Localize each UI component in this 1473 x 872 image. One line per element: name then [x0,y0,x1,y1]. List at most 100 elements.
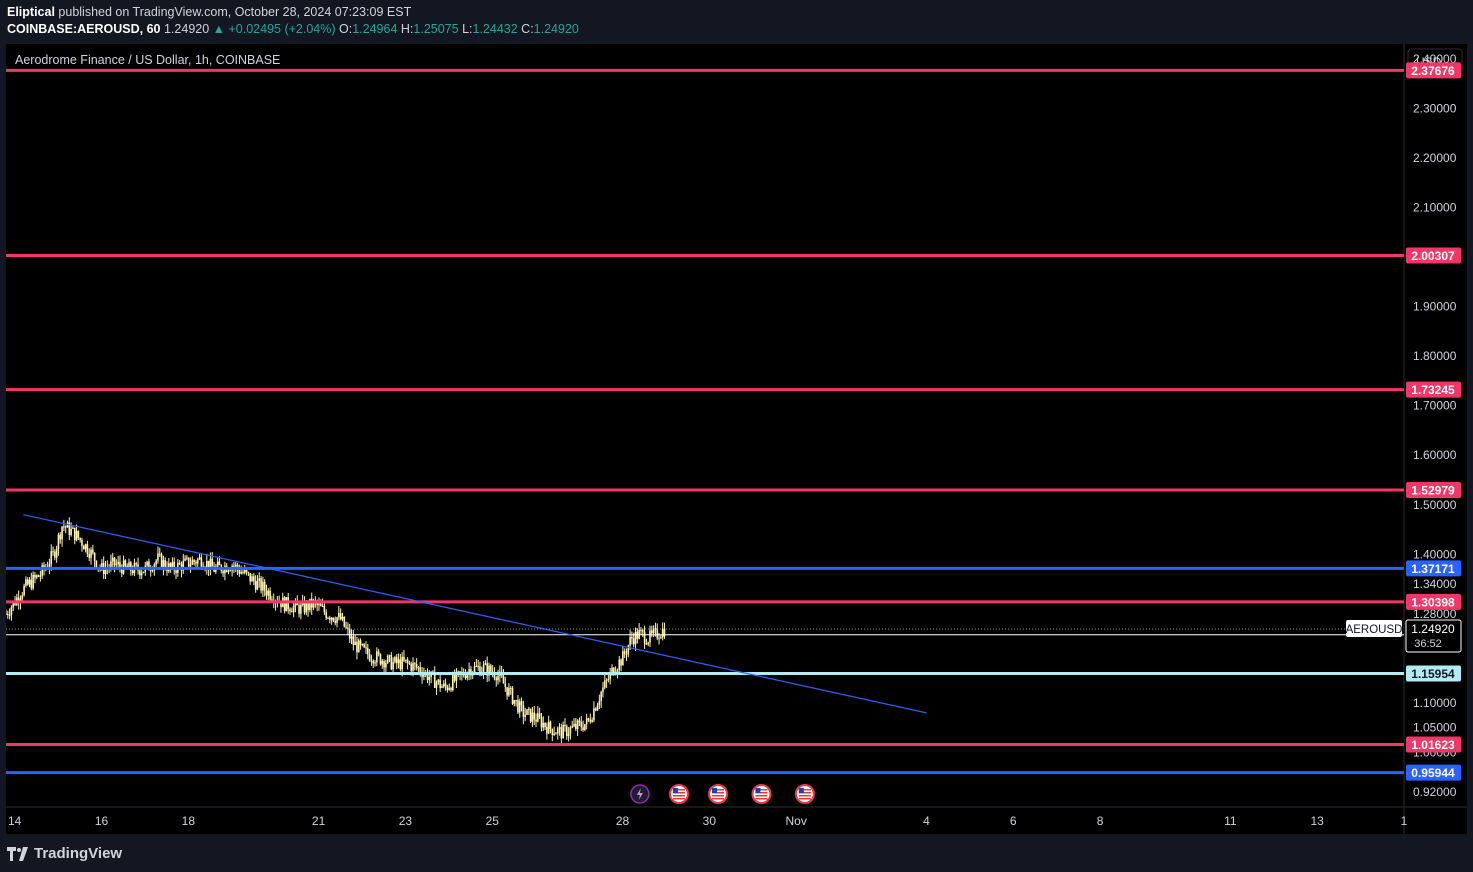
candle-body [233,565,235,567]
flag-stripe [712,795,725,797]
candle-body [41,565,43,576]
candle-body [661,628,664,638]
level-price-label: 1.01623 [1411,738,1455,752]
candle-body [562,724,564,739]
candle-body [412,663,414,671]
candle-body [660,637,662,639]
symbol-tag: AEROUSD [1346,624,1403,636]
candle-body [316,601,318,606]
candle-body [444,683,447,687]
candle-body [513,700,516,704]
candle-body [245,569,248,573]
candle-body [151,570,154,572]
candle-body [171,561,174,568]
tradingview-logo[interactable]: TradingView [7,845,122,862]
candle-body [433,672,436,688]
candle-body [128,562,130,569]
candle-body [357,640,360,653]
trendline[interactable] [23,514,927,714]
candle-body [437,679,440,683]
candle-body [540,717,543,728]
candle-body [300,604,302,614]
candle-body [537,713,539,722]
candle-body [439,679,441,688]
candle-body [649,630,651,643]
candle-body [339,613,342,620]
candle-body [189,564,192,567]
high-label: H: [400,22,414,36]
flag-stripe [672,795,685,797]
candle-body [48,564,51,568]
candle-body [542,722,545,728]
candle-body [591,720,593,722]
candle-body [442,683,445,687]
symbol-tag-bg [1346,620,1402,638]
candle-body [39,575,42,577]
candle-body [603,680,606,688]
us-flag-icon[interactable] [708,784,729,804]
candle-body [605,679,608,681]
chart-area[interactable]: Aerodrome Finance / US Dollar, 1h, COINB… [6,44,1467,834]
candle-body [234,564,237,567]
author-name[interactable]: Eliptical [7,5,55,19]
candle-body [531,712,534,722]
candle-body [482,664,485,672]
candle-body [379,654,382,665]
candle-body [142,571,145,573]
candle-body [565,726,568,737]
candle-body [30,579,33,589]
candle-body [348,628,351,639]
symbol-label[interactable]: COINBASE:AEROUSD, 60 [7,22,161,36]
price-change: ▲ +0.02495 (+2.04%) [212,22,336,36]
time-axis[interactable]: 14 16 18 21 23 25 28 30 Nov 4 6 8 11 13 1 [8,814,1408,828]
candle-body [229,570,232,572]
current-price-label: 1.24920 [1411,622,1455,636]
candle-body [385,662,387,668]
candle-body [376,651,378,663]
candle-body [285,597,288,612]
candle-body [66,522,69,528]
candle-body [414,663,416,665]
event-markers[interactable] [630,784,815,804]
us-flag-icon[interactable] [751,784,772,804]
candle-body [191,560,194,565]
candle-body [157,553,159,561]
candle-body [329,617,331,620]
candle-body [564,724,566,727]
candle-body [616,669,619,673]
candle-body [508,687,510,696]
level-label-bg [1406,381,1461,398]
candle-body [426,671,429,681]
candle-body [280,601,282,608]
candle-body [184,558,186,561]
candle-body [515,700,517,702]
candle-body [502,676,505,684]
us-flag-icon[interactable] [668,784,689,804]
lightning-icon[interactable] [630,784,650,804]
level-price-label: 2.37676 [1411,64,1455,78]
candle-body [350,636,353,639]
candle-body [522,705,525,717]
horizontal-levels[interactable]: 2.37676 2.00307 1.73245 1.52979 1.37171 1.303… [6,62,1461,781]
price-tick-label: 2.10000 [1413,201,1457,215]
flag-stripe [712,792,725,794]
candle-body [240,571,242,574]
price-axis[interactable]: 0.920001.000001.050001.100001.280001.340… [1413,52,1457,799]
candle-body [518,701,521,713]
candle-body [406,659,409,663]
price-tick-label: 2.40000 [1413,52,1457,66]
candle-body [493,672,496,678]
candle-body [544,722,546,727]
candle-body [70,528,72,535]
candle-body [620,659,622,666]
us-flag-icon[interactable] [794,784,815,804]
publish-text: published on TradingView.com, October 28… [58,5,412,19]
price-chart[interactable]: Aerodrome Finance / US Dollar, 1h, COINB… [6,44,1467,834]
candle-body [383,660,385,668]
candle-body [307,602,309,610]
candle-body [242,571,244,573]
price-tick-label: 0.92000 [1413,785,1457,799]
flag-stripe [755,789,768,791]
candle-body [611,667,613,673]
candle-body [196,559,199,564]
